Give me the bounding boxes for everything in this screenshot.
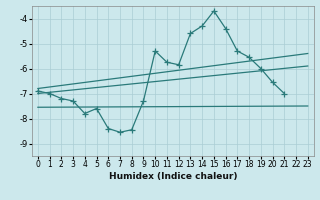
X-axis label: Humidex (Indice chaleur): Humidex (Indice chaleur) <box>108 172 237 181</box>
